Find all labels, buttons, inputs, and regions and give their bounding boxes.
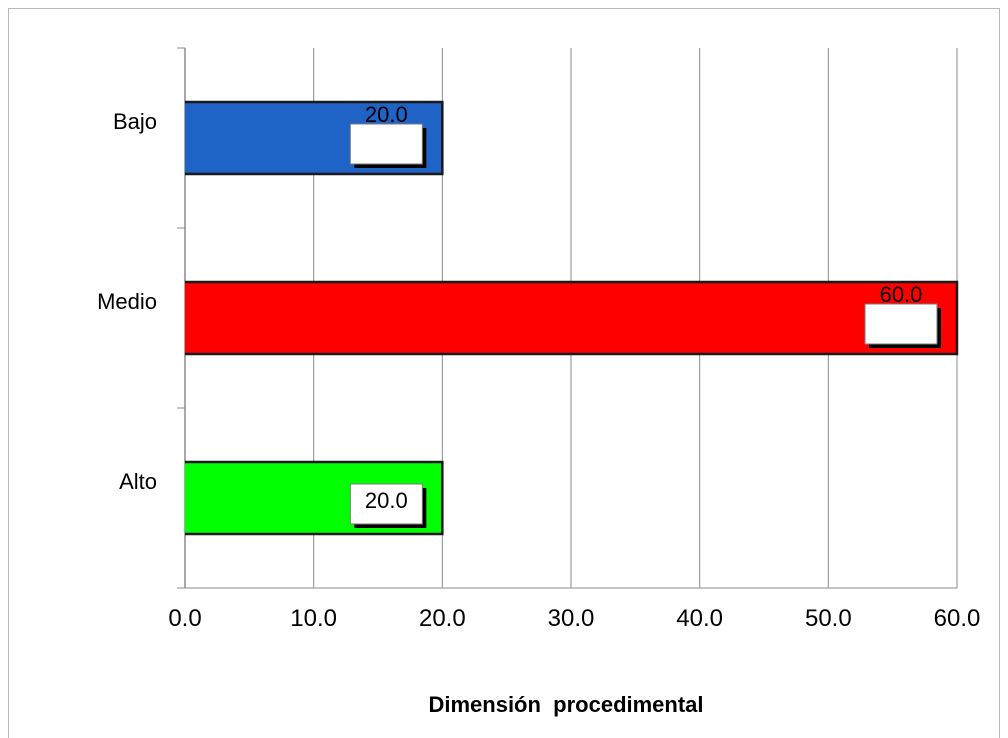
data-label-box-bajo	[349, 123, 423, 165]
x-tick-label-5: 50.0	[805, 605, 852, 632]
x-tick-label-2: 20.0	[419, 605, 466, 632]
data-labels: 20.0 60.0 20.0	[349, 102, 941, 528]
x-tick-label-3: 30.0	[548, 605, 595, 632]
data-label-alto: 20.0	[365, 488, 408, 513]
category-label-medio: Medio	[97, 289, 157, 314]
data-label-box-medio	[864, 303, 938, 345]
x-tick-label-4: 40.0	[676, 605, 723, 632]
data-label-bajo: 20.0	[365, 102, 408, 127]
chart-frame	[8, 8, 1000, 738]
x-axis-title: Dimensión procedimental	[428, 692, 703, 717]
x-tick-label-1: 10.0	[290, 605, 337, 632]
tick-labels: 0.0 10.0 20.0 30.0 40.0 50.0 60.0 Bajo Medio Alto	[97, 109, 980, 632]
data-label-box-alto	[349, 483, 423, 525]
bar-medio	[185, 282, 957, 354]
bar-outline-alto	[185, 460, 444, 536]
bar-outline-medio	[185, 280, 959, 356]
x-tick-label-0: 0.0	[168, 605, 201, 632]
category-label-bajo: Bajo	[113, 109, 157, 134]
category-label-alto: Alto	[119, 469, 157, 494]
bars	[185, 100, 959, 536]
bar-outline-bajo	[185, 100, 444, 176]
data-label-medio: 60.0	[880, 282, 923, 307]
x-tick-label-6: 60.0	[934, 605, 981, 632]
